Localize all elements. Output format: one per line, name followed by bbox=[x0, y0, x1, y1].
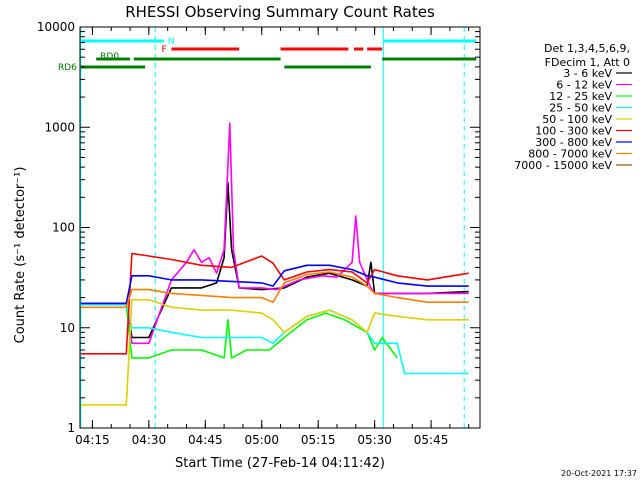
y-tick-label-2: 100 bbox=[52, 221, 75, 235]
legend-entry-label-4: 50 - 100 keV bbox=[542, 113, 612, 126]
date-stamp: 20-Oct-2021 17:37 bbox=[561, 469, 637, 478]
state-label-n: N bbox=[168, 37, 175, 47]
legend-entry-label-0: 3 - 6 keV bbox=[563, 67, 612, 80]
y-tick-label-1: 10 bbox=[60, 321, 75, 335]
y-tick-label-0: 1 bbox=[67, 421, 75, 435]
legend-entry-label-1: 6 - 12 keV bbox=[556, 79, 612, 92]
legend-header-line-2: FDecim 1, Att 0 bbox=[545, 56, 630, 69]
state-label-rd0: RD0 bbox=[100, 52, 119, 62]
chart-title: RHESSI Observing Summary Count Rates bbox=[125, 3, 435, 21]
state-label-rd6: RD6 bbox=[58, 63, 77, 73]
series-line-5 bbox=[81, 252, 469, 355]
x-tick-label-6: 05:45 bbox=[414, 433, 449, 447]
legend-entry-label-6: 300 - 800 keV bbox=[535, 136, 612, 149]
series-line-1 bbox=[81, 122, 469, 345]
legend-entry-label-7: 800 - 7000 keV bbox=[528, 148, 612, 161]
series-line-7 bbox=[81, 271, 469, 309]
x-tick-label-5: 05:30 bbox=[357, 433, 392, 447]
x-tick-label-2: 04:45 bbox=[188, 433, 223, 447]
x-axis-label: Start Time (27-Feb-14 04:11:42) bbox=[175, 456, 385, 471]
series-line-6 bbox=[81, 264, 469, 305]
x-tick-label-1: 04:30 bbox=[132, 433, 167, 447]
legend-entry-label-8: 7000 - 15000 keV bbox=[514, 159, 612, 172]
y-tick-label-4: 10000 bbox=[37, 20, 75, 34]
legend-entry-label-5: 100 - 300 keV bbox=[535, 125, 612, 138]
state-label-f: F bbox=[161, 45, 166, 55]
series-line-4 bbox=[81, 298, 469, 406]
series-line-3 bbox=[81, 303, 469, 375]
series-line-0 bbox=[81, 181, 469, 339]
legend-entry-label-2: 12 - 25 keV bbox=[549, 90, 612, 103]
x-tick-label-4: 05:15 bbox=[301, 433, 336, 447]
legend-entry-label-3: 25 - 50 keV bbox=[549, 102, 612, 115]
x-tick-label-3: 05:00 bbox=[244, 433, 279, 447]
legend-header-line-1: Det 1,3,4,5,6,9, bbox=[544, 42, 630, 55]
y-tick-label-3: 1000 bbox=[44, 120, 75, 134]
x-tick-label-0: 04:15 bbox=[75, 433, 110, 447]
plot-frame bbox=[79, 26, 481, 429]
y-axis-label: Count Rate (s⁻¹ detector⁻¹) bbox=[13, 167, 28, 344]
